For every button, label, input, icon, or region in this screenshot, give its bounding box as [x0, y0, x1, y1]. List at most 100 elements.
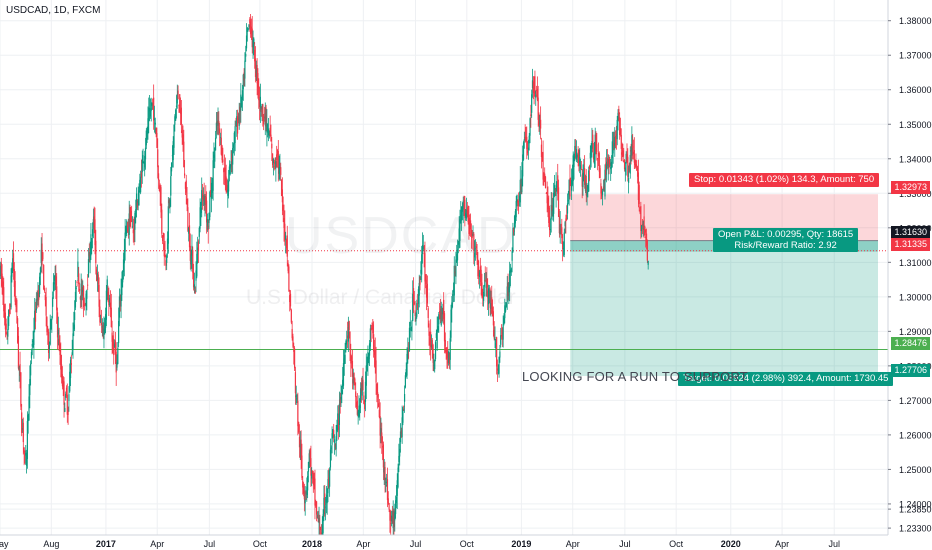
candle-body[interactable]	[579, 165, 582, 169]
candle-body[interactable]	[25, 452, 28, 466]
candle-body[interactable]	[562, 247, 565, 250]
candle-body[interactable]	[637, 172, 639, 200]
candle-body[interactable]	[65, 393, 67, 398]
candle-body[interactable]	[197, 241, 200, 252]
candle-body[interactable]	[241, 103, 243, 105]
candle-body[interactable]	[396, 480, 398, 496]
candle-body[interactable]	[623, 160, 625, 163]
candle-body[interactable]	[91, 229, 94, 237]
candle-body[interactable]	[80, 283, 82, 301]
candle-body[interactable]	[91, 241, 93, 243]
candle-body[interactable]	[318, 517, 320, 524]
candle-body[interactable]	[57, 329, 59, 335]
candle-body[interactable]	[596, 144, 598, 153]
candle-body[interactable]	[563, 232, 565, 255]
candle-body[interactable]	[314, 478, 316, 506]
candle-body[interactable]	[474, 252, 476, 258]
candle-body[interactable]	[104, 323, 106, 333]
candle-body[interactable]	[624, 167, 626, 172]
candle-body[interactable]	[120, 289, 122, 307]
candle-body[interactable]	[11, 267, 13, 277]
candle-body[interactable]	[482, 294, 484, 297]
candle-body[interactable]	[95, 240, 97, 264]
candle-body[interactable]	[351, 360, 354, 377]
candle-body[interactable]	[121, 279, 123, 296]
candle-body[interactable]	[590, 145, 592, 156]
candle-body[interactable]	[583, 172, 585, 176]
candle-body[interactable]	[641, 224, 644, 226]
candle-body[interactable]	[179, 109, 182, 114]
candle-body[interactable]	[243, 72, 245, 81]
candle-body[interactable]	[8, 310, 10, 326]
candle-body[interactable]	[452, 294, 454, 296]
candle-body[interactable]	[439, 309, 442, 319]
candle-body[interactable]	[380, 428, 382, 436]
candle-body[interactable]	[138, 190, 140, 206]
candle-body[interactable]	[82, 285, 85, 308]
candle-body[interactable]	[448, 352, 450, 365]
candle-body[interactable]	[225, 176, 227, 192]
candle-body[interactable]	[17, 335, 20, 369]
candle-body[interactable]	[533, 86, 535, 94]
candle-body[interactable]	[388, 502, 390, 510]
candle-body[interactable]	[194, 289, 196, 294]
candle-body[interactable]	[469, 220, 472, 230]
candle-body[interactable]	[343, 358, 345, 364]
candle-body[interactable]	[41, 243, 43, 266]
candle-body[interactable]	[414, 310, 416, 317]
candle-body[interactable]	[219, 137, 222, 138]
candle-body[interactable]	[480, 269, 482, 282]
candle-body[interactable]	[9, 308, 11, 310]
candle-body[interactable]	[1, 273, 3, 286]
candle-body[interactable]	[628, 178, 630, 183]
candle-body[interactable]	[24, 450, 26, 452]
candle-body[interactable]	[176, 96, 178, 104]
candle-body[interactable]	[519, 179, 521, 203]
candle-body[interactable]	[478, 269, 480, 276]
candle-body[interactable]	[179, 94, 181, 113]
candle-body[interactable]	[500, 335, 502, 345]
candle-body[interactable]	[610, 166, 612, 170]
candle-body[interactable]	[405, 369, 407, 376]
candle-body[interactable]	[454, 271, 456, 274]
candle-body[interactable]	[27, 415, 29, 422]
candle-body[interactable]	[227, 189, 229, 196]
candle-body[interactable]	[30, 363, 32, 376]
candle-body[interactable]	[413, 302, 415, 304]
candle-body[interactable]	[321, 524, 323, 539]
candle-body[interactable]	[472, 233, 474, 236]
candle-body[interactable]	[87, 259, 90, 278]
candle-body[interactable]	[240, 94, 242, 111]
candle-body[interactable]	[249, 19, 251, 24]
candle-body[interactable]	[232, 144, 235, 148]
candle-body[interactable]	[627, 156, 629, 177]
candle-body[interactable]	[224, 167, 226, 184]
candle-body[interactable]	[333, 439, 336, 443]
candle-body[interactable]	[379, 415, 381, 436]
candle-body[interactable]	[44, 295, 46, 301]
candle-body[interactable]	[200, 207, 202, 214]
candle-body[interactable]	[341, 389, 343, 395]
candle-body[interactable]	[310, 458, 312, 476]
candle-body[interactable]	[37, 292, 39, 301]
candle-body[interactable]	[389, 511, 391, 521]
candle-body[interactable]	[455, 259, 457, 277]
candle-body[interactable]	[67, 411, 69, 415]
candle-body[interactable]	[39, 267, 42, 275]
candle-body[interactable]	[276, 154, 278, 160]
candle-body[interactable]	[439, 311, 441, 314]
candle-body[interactable]	[618, 109, 620, 115]
candle-body[interactable]	[508, 287, 510, 293]
candle-body[interactable]	[21, 428, 24, 430]
candle-body[interactable]	[251, 28, 253, 48]
candle-body[interactable]	[131, 216, 133, 223]
candle-body[interactable]	[513, 216, 516, 229]
candle-body[interactable]	[113, 343, 116, 348]
candle-body[interactable]	[359, 404, 361, 409]
candle-body[interactable]	[542, 152, 544, 180]
candle-body[interactable]	[358, 405, 360, 417]
candle-body[interactable]	[375, 360, 377, 383]
candle-body[interactable]	[368, 353, 370, 359]
candle-body[interactable]	[161, 209, 163, 234]
candle-body[interactable]	[192, 250, 194, 273]
